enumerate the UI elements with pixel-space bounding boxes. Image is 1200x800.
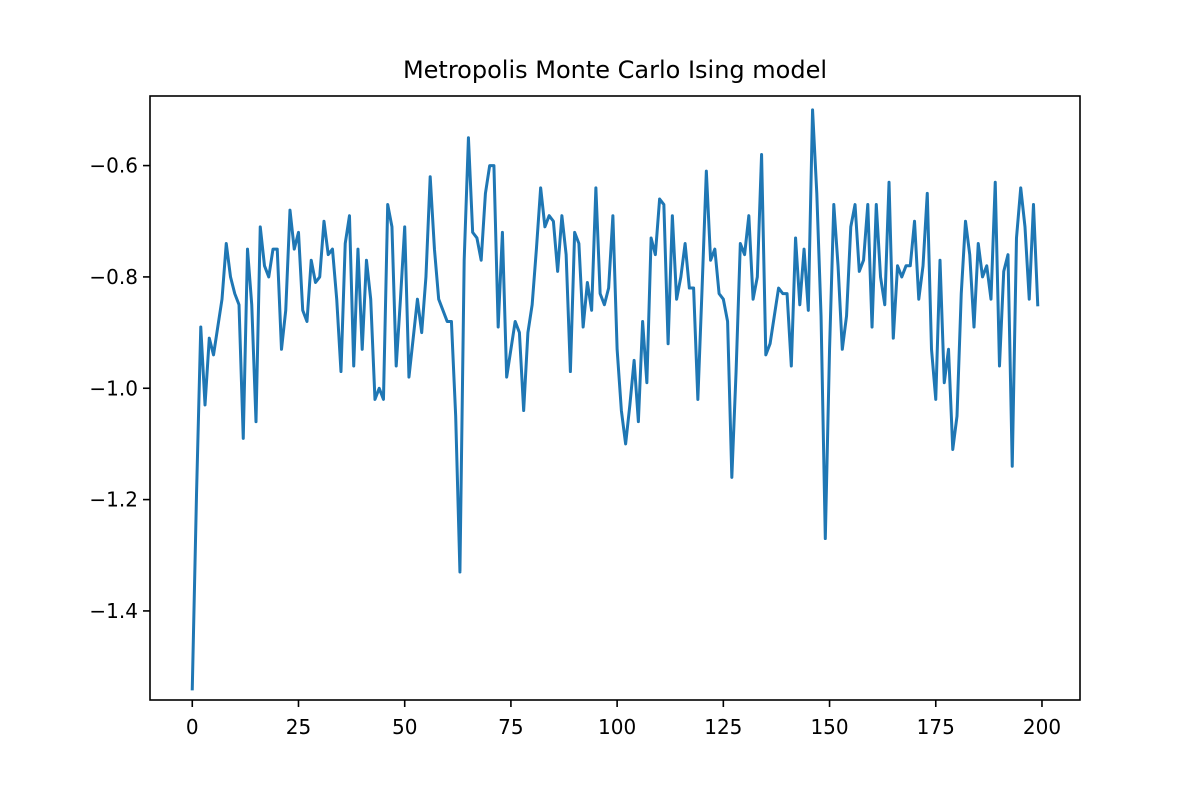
x-tick-label: 150 (810, 715, 848, 739)
x-axis: 0 25 50 75 100 125 150 175 200 (186, 700, 1061, 739)
y-axis: −1.4 −1.2 −1.0 −0.8 −0.6 (89, 154, 150, 623)
x-tick-label: 175 (917, 715, 955, 739)
x-tick-label: 75 (498, 715, 523, 739)
plot-frame (149, 95, 1081, 701)
x-tick-label: 25 (286, 715, 311, 739)
y-tick-label: −0.8 (89, 265, 138, 289)
y-tick-label: −0.6 (89, 154, 138, 178)
y-tick-label: −1.4 (89, 599, 138, 623)
x-tick-label: 0 (186, 715, 199, 739)
x-tick-label: 125 (704, 715, 742, 739)
y-tick-label: −1.2 (89, 488, 138, 512)
x-tick-label: 100 (598, 715, 636, 739)
x-tick-label: 200 (1023, 715, 1061, 739)
x-tick-label: 50 (392, 715, 417, 739)
series-line (190, 108, 1040, 691)
chart-title: Metropolis Monte Carlo Ising model (403, 56, 827, 84)
y-tick-label: −1.0 (89, 376, 138, 400)
